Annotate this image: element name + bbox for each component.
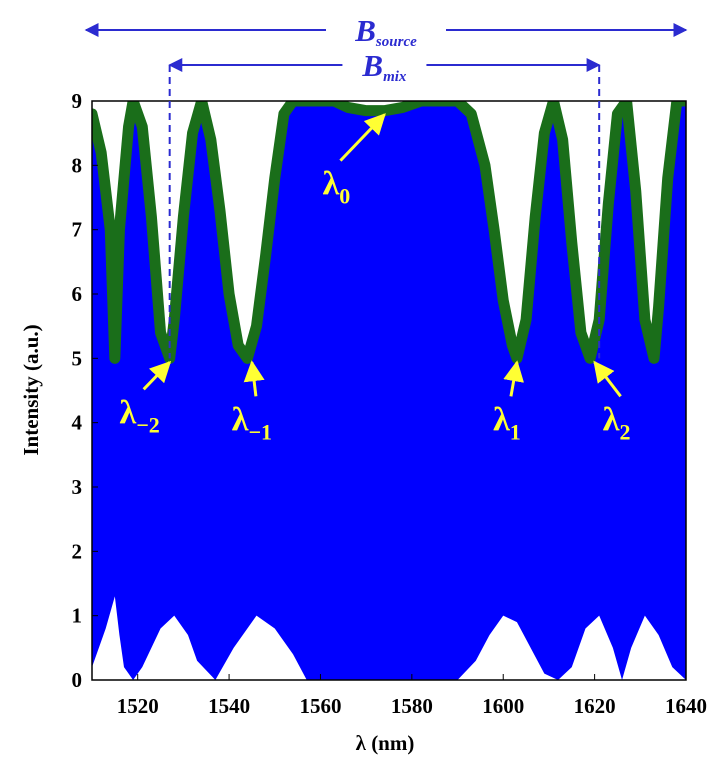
y-tick-label: 9: [72, 89, 83, 113]
wavelength-arrow: [243, 360, 265, 397]
y-axis-label: Intensity (a.u.): [19, 324, 43, 455]
y-tick-label: 6: [72, 282, 83, 306]
y-tick-label: 1: [72, 604, 83, 628]
y-tick-label: 0: [72, 668, 83, 692]
y-tick-label: 8: [72, 153, 83, 177]
x-tick-label: 1560: [299, 694, 341, 718]
wavelength-arrow: [339, 113, 386, 162]
x-tick-label: 1520: [117, 694, 159, 718]
bandwidth-label: Bmix: [361, 48, 407, 85]
y-tick-label: 7: [72, 218, 83, 242]
x-tick-label: 1540: [208, 694, 250, 718]
y-tick-label: 3: [72, 475, 83, 499]
wavelength-arrow: [593, 360, 622, 398]
x-tick-label: 1620: [574, 694, 616, 718]
x-tick-label: 1580: [391, 694, 433, 718]
x-tick-label: 1600: [482, 694, 524, 718]
plot-frame: [91, 100, 687, 681]
y-tick-label: 5: [72, 346, 83, 370]
plot-area: [92, 101, 686, 680]
wavelength-arrow: [503, 360, 524, 397]
axes-frame: [91, 100, 687, 681]
bandwidth-label: Bsource: [354, 13, 417, 50]
y-tick-label: 4: [72, 411, 83, 435]
x-axis-label: λ (nm): [356, 731, 415, 755]
y-tick-label: 2: [72, 539, 83, 563]
tick-labels: 1520 1540 1560 1580 1600 1620 1640 0 1 2 3 4 5 6 7 8 9: [72, 89, 708, 718]
x-tick-label: 1640: [665, 694, 707, 718]
wavelength-arrow: [142, 360, 172, 391]
